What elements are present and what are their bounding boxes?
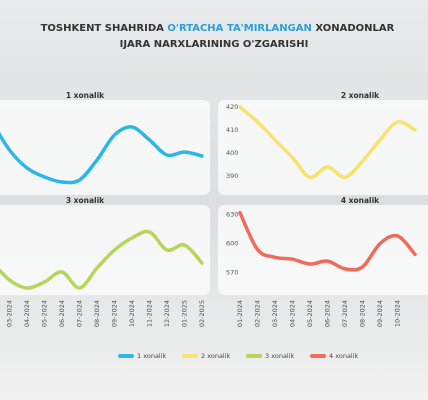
title-part: O'RTACHA TA'MIRLANGAN xyxy=(167,23,312,34)
x-tick-label: 05-2024 xyxy=(306,300,314,327)
x-tick-label: 03-2024 xyxy=(271,300,279,327)
x-tick-label: 11-2024 xyxy=(146,300,154,327)
legend-label: 4 xonalik xyxy=(329,352,359,360)
y-tick-label: 410 xyxy=(226,126,238,134)
x-tick-label: 09-2024 xyxy=(111,300,119,327)
x-tick-label: 12-2024 xyxy=(163,300,171,327)
x-tick-label: 03-2024 xyxy=(6,300,14,327)
y-tick-label: 600 xyxy=(226,240,238,248)
y-tick-label: 570 xyxy=(226,269,238,277)
title-part: XONADONLAR xyxy=(312,23,395,34)
line xyxy=(0,125,204,185)
x-tick-label: 08-2024 xyxy=(93,300,101,327)
x-tick-label: 09-2024 xyxy=(376,300,384,327)
charts: 1 xonalik 420 410 400 390 2 xonalik 3 xonalik 0… xyxy=(0,91,428,360)
panel-title: 3 xonalik xyxy=(66,196,105,205)
panel-background xyxy=(218,100,428,195)
y-tick-label: 400 xyxy=(226,149,238,157)
x-tick-label: 02-2025 xyxy=(198,300,206,327)
x-tick-label: 10-2024 xyxy=(128,300,136,327)
panel-background xyxy=(0,205,210,295)
x-tick-label: 10-2024 xyxy=(394,300,402,327)
legend-label: 2 xonalik xyxy=(201,352,231,360)
line xyxy=(238,210,417,272)
legend-label: 1 xonalik xyxy=(137,352,167,360)
line xyxy=(0,229,204,290)
x-tick-label: 07-2024 xyxy=(341,300,349,327)
y-tick-label: 390 xyxy=(226,172,238,180)
line xyxy=(238,105,417,180)
panel xyxy=(0,205,210,295)
panel-background xyxy=(218,205,428,295)
y-tick-label: 420 xyxy=(226,103,238,111)
title-part: TOSHKENT SHAHRIDA xyxy=(41,23,168,34)
x-tick-label: 04-2024 xyxy=(23,300,31,327)
panel xyxy=(0,100,210,195)
x-tick-label: 08-2024 xyxy=(359,300,367,327)
x-tick-label: 06-2024 xyxy=(58,300,66,327)
page-title: IJARA NARXLARINING O'ZGARISHI xyxy=(120,39,309,50)
panel-title: 4 xonalik xyxy=(341,196,380,205)
page-title: TOSHKENT SHAHRIDA O'RTACHA TA'MIRLANGAN … xyxy=(23,23,405,34)
x-tick-label: 07-2024 xyxy=(76,300,84,327)
x-tick-label: 05-2024 xyxy=(41,300,49,327)
panel-title: 2 xonalik xyxy=(341,91,380,100)
x-tick-label: 02-2024 xyxy=(254,300,262,327)
legend-label: 3 xonalik xyxy=(265,352,295,360)
x-tick-label: 04-2024 xyxy=(289,300,297,327)
y-tick-label: 630 xyxy=(226,211,238,219)
panel-title: 1 xonalik xyxy=(66,91,105,100)
panel: 630 600 570 xyxy=(218,205,428,295)
x-tick-label: 01-2024 xyxy=(236,300,244,327)
panel: 420 410 400 390 xyxy=(218,100,428,195)
x-tick-label: 06-2024 xyxy=(324,300,332,327)
x-tick-label: 01-2025 xyxy=(181,300,189,327)
